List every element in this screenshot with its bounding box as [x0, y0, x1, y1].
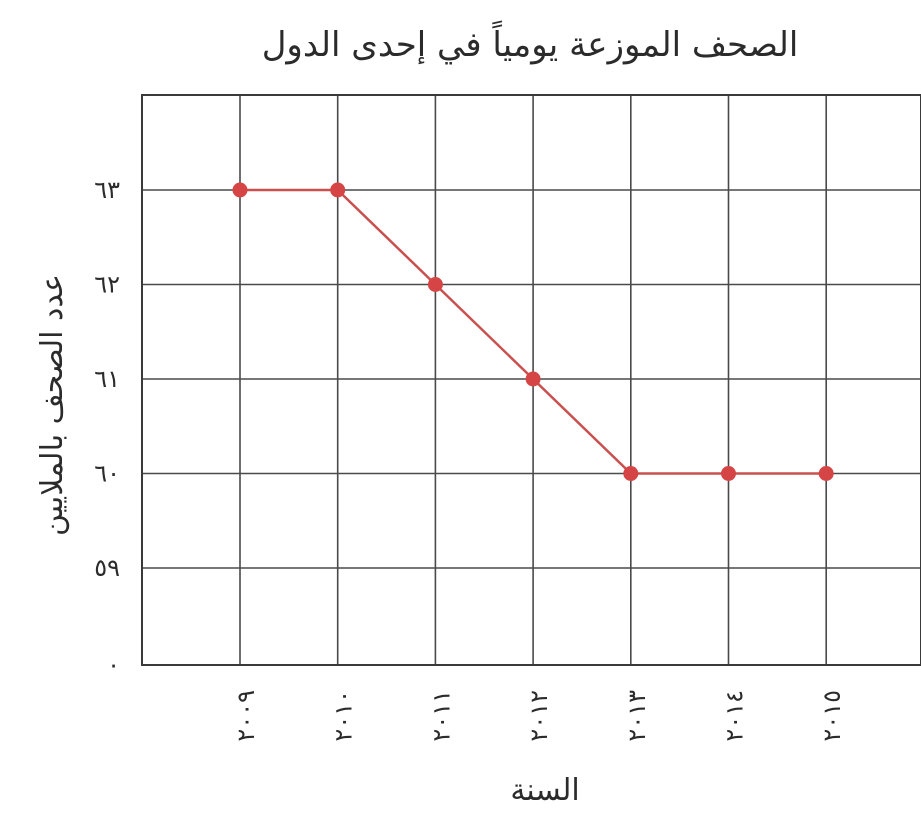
y-tick-label: ٠	[107, 651, 120, 679]
data-point	[525, 371, 541, 387]
x-tick-label: ٢٠١١	[427, 690, 455, 742]
x-axis-ticks: ٢٠٠٩ ٢٠١٠ ٢٠١١ ٢٠١٢ ٢٠١٣ ٢٠١٤ ٢٠١٥	[232, 690, 846, 742]
y-tick-label: ٦٣	[94, 176, 120, 204]
y-tick-label: ٦٢	[94, 271, 120, 299]
x-tick-label: ٢٠١٥	[818, 690, 846, 742]
x-tick-label: ٢٠١٠	[330, 690, 358, 742]
x-tick-label: ٢٠١٣	[623, 690, 651, 742]
y-axis-ticks: ٠ ٥٩ ٦٠ ٦١ ٦٢ ٦٣	[94, 176, 120, 679]
plot-frame	[141, 94, 921, 666]
data-point	[232, 182, 248, 198]
data-points	[232, 182, 834, 481]
y-tick-label: ٦٠	[94, 460, 120, 488]
y-tick-label: ٦١	[94, 365, 120, 393]
x-tick-label: ٢٠٠٩	[232, 690, 260, 742]
x-tick-label: ٢٠١٢	[525, 690, 553, 742]
chart-title: الصحف الموزعة يومياً في إحدى الدول	[262, 20, 799, 65]
data-point	[721, 466, 736, 481]
x-axis-label: السنة	[510, 773, 579, 808]
data-point	[818, 466, 834, 481]
x-tick-label: ٢٠١٤	[721, 690, 749, 742]
y-tick-label: ٥٩	[94, 554, 120, 582]
data-point	[330, 182, 346, 198]
y-axis-label: عدد الصحف بالملايين	[35, 274, 70, 536]
data-point	[623, 466, 639, 481]
data-point	[427, 277, 443, 292]
